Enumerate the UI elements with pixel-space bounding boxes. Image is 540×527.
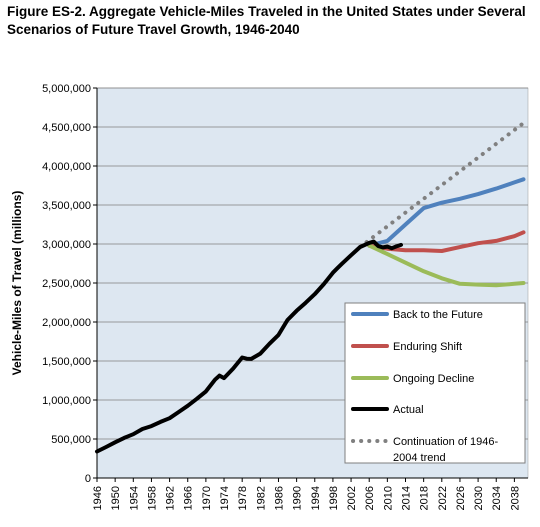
x-tick-label: 1966	[183, 486, 195, 510]
y-tick-label: 4,000,000	[42, 161, 91, 173]
x-tick-label: 1978	[237, 486, 249, 510]
x-tick-label: 2018	[419, 486, 431, 510]
x-tick-label: 1990	[292, 486, 304, 510]
series-line-back-to-future	[367, 177, 526, 248]
series-line-enduring-shift	[367, 230, 526, 253]
x-tick-label: 1970	[201, 486, 213, 510]
legend-label: 2004 trend	[393, 452, 446, 464]
y-tick-label: 3,000,000	[42, 239, 91, 251]
x-tick-label: 2034	[491, 486, 503, 510]
y-tick-label: 5,000,000	[42, 83, 91, 95]
series-line-ongoing-decline	[367, 243, 526, 288]
y-tick-label: 500,000	[51, 434, 91, 446]
x-tick-label: 2006	[364, 486, 376, 510]
figure-title: Figure ES-2. Aggregate Vehicle-Miles Tra…	[7, 3, 537, 39]
x-tick-label: 1986	[273, 486, 285, 510]
x-tick-label: 2014	[401, 486, 413, 510]
legend: Back to the Future Enduring Shift Ongoing …	[344, 302, 526, 464]
x-tick-label: 1974	[219, 486, 231, 510]
y-tick-label: 1,000,000	[42, 395, 91, 407]
y-tick-label: 0	[85, 473, 91, 485]
y-tick-label: 3,500,000	[42, 200, 91, 212]
x-tick-label: 2002	[346, 486, 358, 510]
series-lines	[95, 121, 526, 454]
legend-label: Back to the Future	[393, 309, 483, 321]
axes: 0 500,000 1,000,000 1,500,000 2,000,000 2,500…	[42, 83, 528, 510]
y-tick-label: 1,500,000	[42, 356, 91, 368]
x-tick-label: 1962	[165, 486, 177, 510]
legend-label: Actual	[393, 404, 424, 416]
x-tick-label: 2026	[455, 486, 467, 510]
figure-title-line-2: Scenarios of Future Travel Growth, 1946-…	[7, 22, 300, 37]
x-tick-label: 1998	[328, 486, 340, 510]
x-tick-label: 1954	[128, 486, 140, 510]
y-tick-label: 2,500,000	[42, 278, 91, 290]
y-tick-label: 2,000,000	[42, 317, 91, 329]
x-tick-label: 2038	[509, 486, 521, 510]
x-tick-label: 2022	[437, 486, 449, 510]
y-axis-label: Vehicle-Miles of Travel (millions)	[10, 191, 24, 376]
legend-label: Enduring Shift	[393, 341, 462, 353]
x-tick-label: 1994	[310, 486, 322, 510]
x-tick-label: 2030	[473, 486, 485, 510]
x-tick-label: 1958	[146, 486, 158, 510]
series-line-actual	[95, 239, 403, 454]
series-line-continuation	[358, 121, 526, 249]
legend-label: Ongoing Decline	[393, 373, 474, 385]
x-tick-label: 2010	[382, 486, 394, 510]
y-tick-label: 4,500,000	[42, 122, 91, 134]
figure-title-line-1: Figure ES-2. Aggregate Vehicle-Miles Tra…	[7, 4, 526, 19]
legend-label: Continuation of 1946-	[393, 436, 499, 448]
x-tick-label: 1982	[255, 486, 267, 510]
x-tick-label: 1950	[110, 486, 122, 510]
x-tick-label: 1946	[92, 486, 104, 510]
legend-box	[344, 302, 526, 464]
